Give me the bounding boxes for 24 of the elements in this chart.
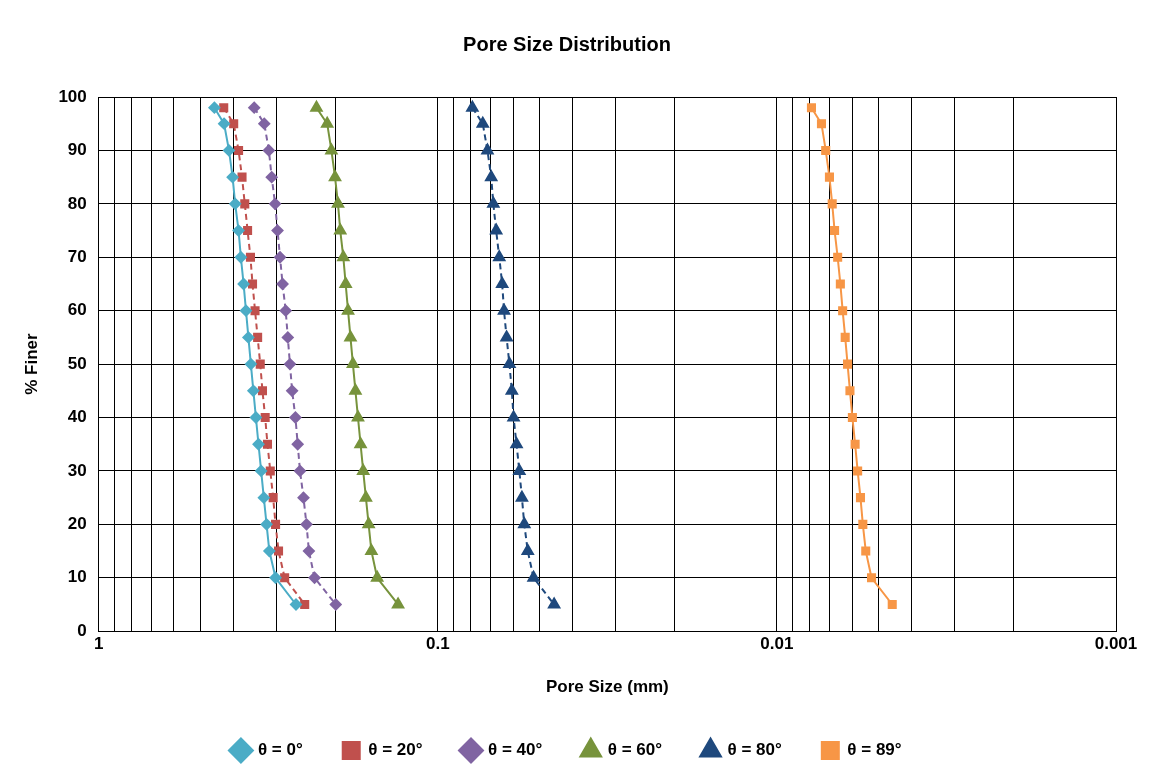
legend-label: θ = 80° <box>727 740 783 760</box>
y-tick-label: 20 <box>67 514 87 534</box>
x-tick-label: 0.1 <box>426 634 450 654</box>
y-tick-label: 50 <box>67 353 87 373</box>
y-tick-label: 70 <box>67 246 87 266</box>
y-tick-label: 30 <box>67 460 87 480</box>
y-tick-label: 0 <box>77 620 87 640</box>
y-axis-title: % Finer <box>21 333 41 395</box>
chart-title: Pore Size Distribution <box>463 32 671 55</box>
legend-label: θ = 60° <box>607 740 663 760</box>
legend-label: θ = 40° <box>488 740 543 760</box>
legend-label: θ = 0° <box>257 740 303 760</box>
legend-label: θ = 89° <box>847 740 902 760</box>
y-tick-label: 90 <box>67 140 87 160</box>
x-tick-label: 0.001 <box>1094 634 1138 654</box>
y-tick-label: 40 <box>67 407 87 427</box>
legend-label: θ = 20° <box>368 740 423 760</box>
x-tick-label: 1 <box>94 634 104 654</box>
y-tick-label: 60 <box>67 300 87 320</box>
y-tick-label: 80 <box>67 193 87 213</box>
y-tick-label: 100 <box>58 86 87 106</box>
x-tick-label: 0.01 <box>760 634 794 654</box>
y-tick-label: 10 <box>67 567 87 587</box>
x-axis-title: Pore Size (mm) <box>545 677 669 697</box>
